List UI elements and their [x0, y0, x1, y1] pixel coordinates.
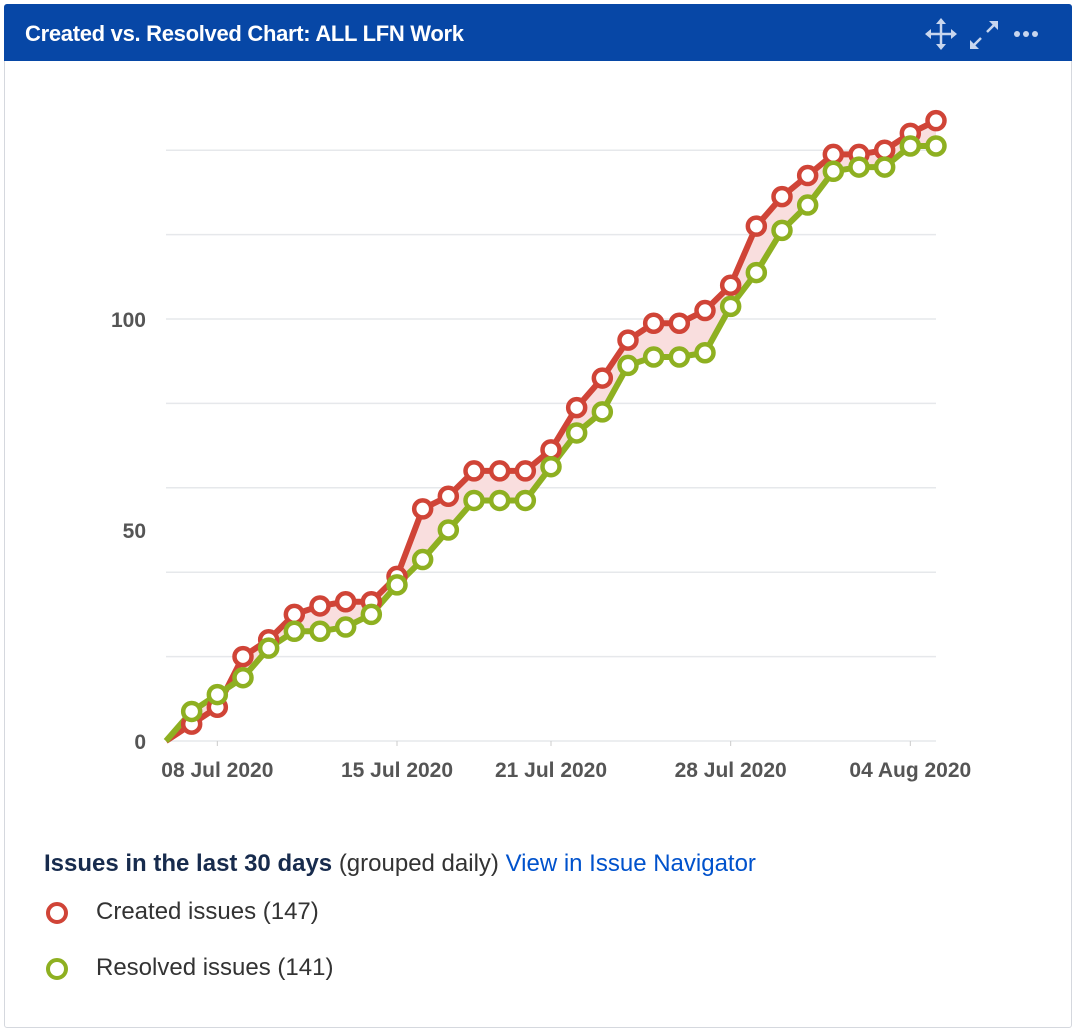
data-point: [617, 354, 639, 377]
issue-navigator-link[interactable]: View in Issue Navigator: [505, 850, 756, 877]
data-point: [745, 215, 768, 237]
data-point: [822, 143, 845, 166]
data-point: [591, 367, 614, 389]
difference-area: [166, 120, 936, 741]
data-point: [360, 603, 383, 626]
data-point: [642, 346, 665, 368]
data-point: [514, 489, 537, 512]
data-point: [488, 460, 511, 482]
data-point: [873, 139, 896, 161]
data-point: [437, 485, 460, 507]
data-point: [591, 401, 614, 423]
data-point: [848, 156, 870, 178]
data-point: [642, 312, 665, 334]
legend-label: Created issues (147): [96, 898, 319, 925]
gadget-header: Created vs. Resolved Chart: ALL LFN Work: [4, 4, 1072, 61]
data-point: [796, 194, 819, 216]
y-tick-label: 50: [123, 520, 146, 543]
legend-icon: [46, 957, 68, 980]
data-point: [283, 620, 306, 643]
data-point: [694, 342, 716, 364]
header-icons: [925, 18, 1038, 50]
data-point: [565, 396, 588, 419]
data-point: [411, 498, 434, 520]
data-point: [873, 156, 896, 178]
data-point: [309, 620, 331, 643]
x-tick-label: 15 Jul 2020: [341, 759, 453, 782]
data-point: [283, 603, 306, 626]
data-point: [796, 164, 819, 187]
legend-marker: [46, 901, 68, 924]
data-point: [899, 135, 922, 157]
data-point: [411, 548, 434, 571]
x-tick-label: 21 Jul 2020: [495, 759, 607, 782]
legend-marker: [46, 957, 68, 980]
data-point: [232, 645, 254, 668]
gadget-title: Created vs. Resolved Chart: ALL LFN Work: [25, 21, 464, 46]
data-point: [925, 135, 947, 157]
data-point: [514, 460, 537, 482]
data-point: [386, 574, 408, 596]
data-point: [719, 295, 742, 318]
data-point: [206, 683, 229, 706]
series-line: [164, 117, 938, 744]
data-point: [180, 700, 203, 723]
data-point: [463, 460, 485, 482]
move-icon[interactable]: [925, 18, 957, 50]
data-point: [232, 666, 254, 689]
x-tick-label: 04 Aug 2020: [849, 759, 971, 782]
data-point: [719, 274, 742, 296]
legend-item: Resolved issues (141): [44, 954, 333, 982]
data-point: [822, 160, 845, 183]
x-tick-label: 28 Jul 2020: [675, 759, 787, 782]
footer-heading: Issues in the last 30 days: [44, 850, 333, 877]
data-point: [334, 590, 357, 613]
data-point: [257, 637, 280, 659]
data-point: [488, 489, 511, 512]
data-point: [540, 439, 562, 461]
expand-icon[interactable]: [970, 21, 998, 49]
x-tick-label: 08 Jul 2020: [161, 759, 273, 782]
legend-icon: [46, 901, 68, 924]
data-point: [668, 346, 691, 368]
data-point: [771, 219, 793, 242]
data-point: [565, 422, 588, 444]
data-point: [309, 595, 331, 617]
data-point: [617, 329, 639, 351]
data-point: [437, 519, 460, 541]
chart-footer: Issues in the last 30 days (grouped dail…: [44, 850, 756, 878]
legend-item: Created issues (147): [44, 898, 319, 926]
data-point: [668, 312, 691, 334]
data-point: [694, 299, 716, 322]
data-point: [925, 109, 947, 132]
data-point: [463, 489, 485, 512]
data-point: [540, 455, 562, 478]
legend-label: Resolved issues (141): [96, 954, 334, 981]
y-tick-label: 100: [111, 309, 146, 332]
data-point: [745, 261, 768, 284]
chart: 0 50 100 08 Jul 2020 15 Jul 2020 21 Jul 2020 2…: [111, 109, 971, 782]
data-point: [334, 616, 357, 638]
y-tick-label: 0: [134, 731, 146, 754]
data-point: [771, 185, 793, 208]
more-icon[interactable]: [1014, 31, 1038, 37]
footer-note: (grouped daily): [338, 850, 499, 877]
